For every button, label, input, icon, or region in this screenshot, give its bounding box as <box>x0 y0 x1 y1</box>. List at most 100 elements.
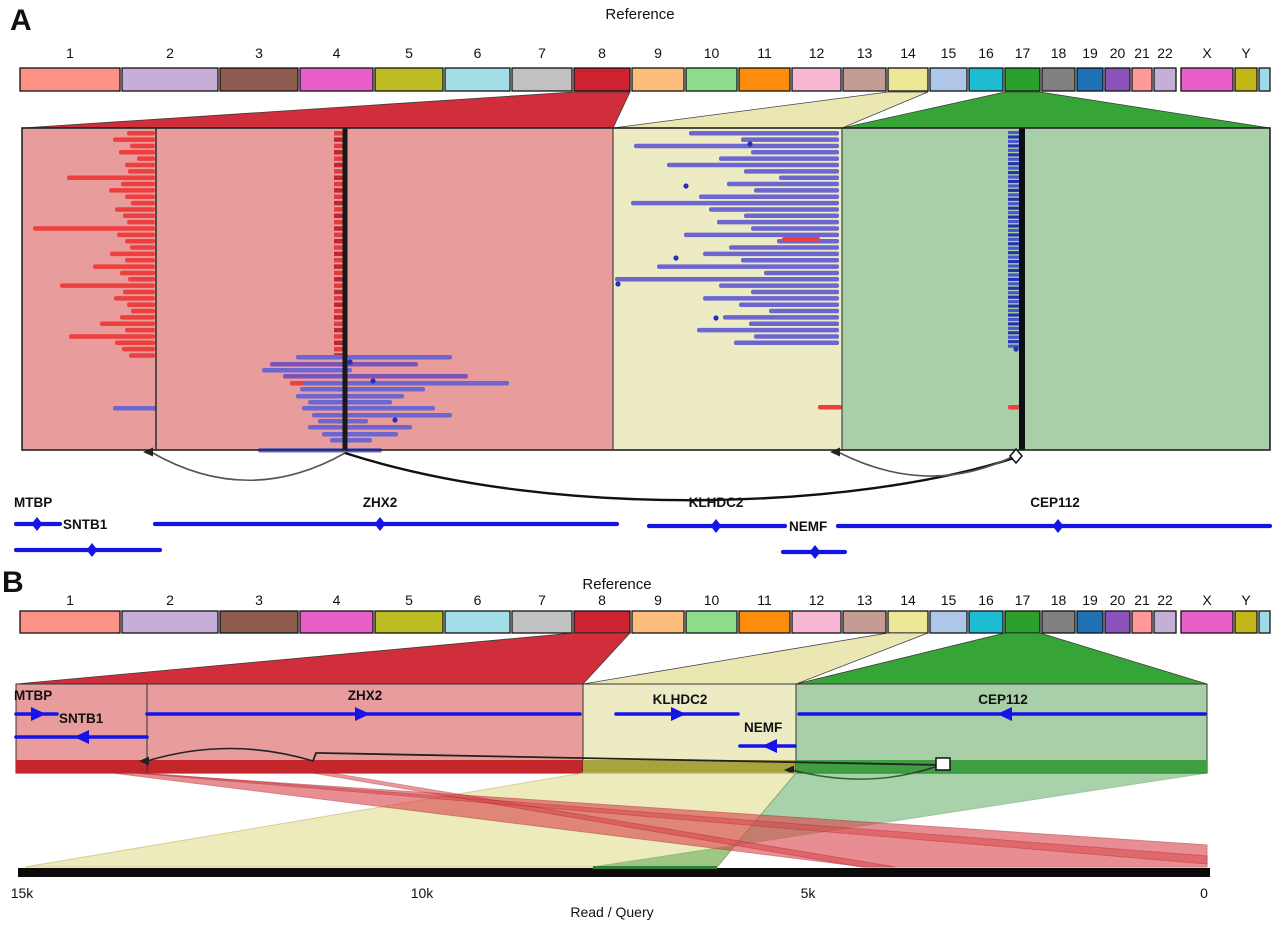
read-bar <box>703 251 839 257</box>
chromosome-number: 19 <box>1082 45 1098 61</box>
read-stripe <box>1008 251 1021 255</box>
chromosome-segment <box>19 67 121 92</box>
read-bar <box>127 219 155 225</box>
read-bar <box>308 425 412 430</box>
read-stripe <box>334 289 345 295</box>
strand-arrow-left-icon <box>997 707 1012 721</box>
read-bar <box>113 406 156 411</box>
snp-dot <box>683 183 689 189</box>
read-bar <box>709 207 839 212</box>
chromosome-number: Y <box>1241 45 1251 61</box>
read-bar <box>119 150 155 155</box>
chromosome-segment <box>573 610 631 634</box>
gene-label: CEP112 <box>1030 495 1080 510</box>
read-bar <box>110 251 155 257</box>
gene-box <box>795 683 1208 774</box>
sv-arc <box>150 451 346 481</box>
breakpoint-line <box>612 128 614 450</box>
gene-diamond <box>86 543 98 557</box>
snp-dot <box>713 315 719 321</box>
strand-arrow-left-icon <box>74 730 89 744</box>
chromosome-number: 12 <box>809 592 825 608</box>
chromosome-segment <box>929 610 968 634</box>
read-bar <box>123 213 155 219</box>
chromosome-segment <box>1180 67 1234 92</box>
read-bar <box>123 289 155 295</box>
strand-arrow-right-icon <box>671 707 686 721</box>
chromosome-number: 13 <box>857 592 873 608</box>
read-stripe <box>1008 304 1021 308</box>
chromosome-number: 16 <box>978 592 994 608</box>
panel-a-read-plot <box>21 127 1271 453</box>
read-bar <box>302 406 435 411</box>
chromosome-number: 19 <box>1082 592 1098 608</box>
read-bar <box>130 245 155 250</box>
chromosome-segment <box>374 67 444 92</box>
axis-tick-label: 10k <box>411 885 435 901</box>
breakpoint-line <box>342 128 348 450</box>
chromosome-segment <box>1131 610 1153 634</box>
read-bar <box>131 200 155 206</box>
read-stripe <box>1008 300 1021 304</box>
chromosome-segment <box>685 67 738 92</box>
read-bar <box>727 181 839 187</box>
read-stripe <box>1008 295 1021 299</box>
read-bar <box>749 321 839 326</box>
chromosome-segment <box>887 67 929 92</box>
read-bar <box>125 162 155 168</box>
read-stripe <box>334 175 345 180</box>
read-bar <box>322 432 398 437</box>
read-stripe <box>334 181 345 187</box>
read-stripe <box>1008 233 1021 237</box>
read-stripe <box>334 150 345 155</box>
read-stripe <box>334 340 345 346</box>
sv-arc <box>344 451 1015 502</box>
read-stripe <box>1008 268 1021 273</box>
chromosome-segment <box>299 610 374 634</box>
chromosome-number: 3 <box>255 45 263 61</box>
read-stripe <box>334 207 345 212</box>
chromosome-number: 9 <box>654 592 662 608</box>
open-diamond-marker <box>1009 447 1023 465</box>
chromosome-number: 17 <box>1015 592 1031 608</box>
read-stripe <box>1008 215 1021 219</box>
read-bar <box>634 143 839 149</box>
panel-a: A Reference 1 2 3 4 5 6 7 8 9 10 11 12 13 14 15 16 17 18 1… <box>10 4 1273 559</box>
read-stripe <box>1008 309 1021 313</box>
chromosome-segment <box>738 610 791 634</box>
chromosome-number: 4 <box>333 45 341 61</box>
read-stripe <box>334 226 345 231</box>
strand-arrow-left-icon <box>762 739 777 753</box>
chromosome-number: 8 <box>598 592 606 608</box>
read-bar <box>751 150 839 155</box>
panel-a-chromosome-bar: 1 2 3 4 5 6 7 8 9 10 11 12 13 14 15 16 17 18 19 20 21 22 X Y <box>19 45 1271 92</box>
chromosome-segment <box>511 67 573 92</box>
zoom-wedge <box>21 91 631 129</box>
read-bar <box>751 226 839 231</box>
plot-border <box>21 127 1271 451</box>
gene-label: KLHDC2 <box>689 495 744 510</box>
read-stripe <box>1008 273 1021 277</box>
chromosome-number: 3 <box>255 592 263 608</box>
sv-connector <box>312 752 941 766</box>
read-stripe <box>334 302 345 307</box>
read-bar <box>719 283 839 288</box>
read-stripe <box>334 315 345 320</box>
read-bar <box>33 226 155 231</box>
gene-label: NEMF <box>744 720 782 735</box>
read-stripe <box>1008 286 1021 290</box>
read-bar <box>1008 405 1022 410</box>
panel-b-query-axis: 15k 10k 5k 0 Read / Query <box>11 866 1210 920</box>
read-stripe <box>1008 317 1021 321</box>
read-bar <box>723 315 839 320</box>
read-bar <box>128 277 155 282</box>
read-bar <box>751 289 839 295</box>
chromosome-number: X <box>1202 592 1212 608</box>
read-stripe <box>334 258 345 263</box>
read-bar <box>131 308 155 314</box>
chromosome-segment <box>573 67 631 92</box>
read-bar <box>290 381 304 386</box>
read-bar <box>769 308 839 314</box>
panel-a-reference-title: Reference <box>605 6 674 23</box>
read-bar <box>121 181 155 187</box>
